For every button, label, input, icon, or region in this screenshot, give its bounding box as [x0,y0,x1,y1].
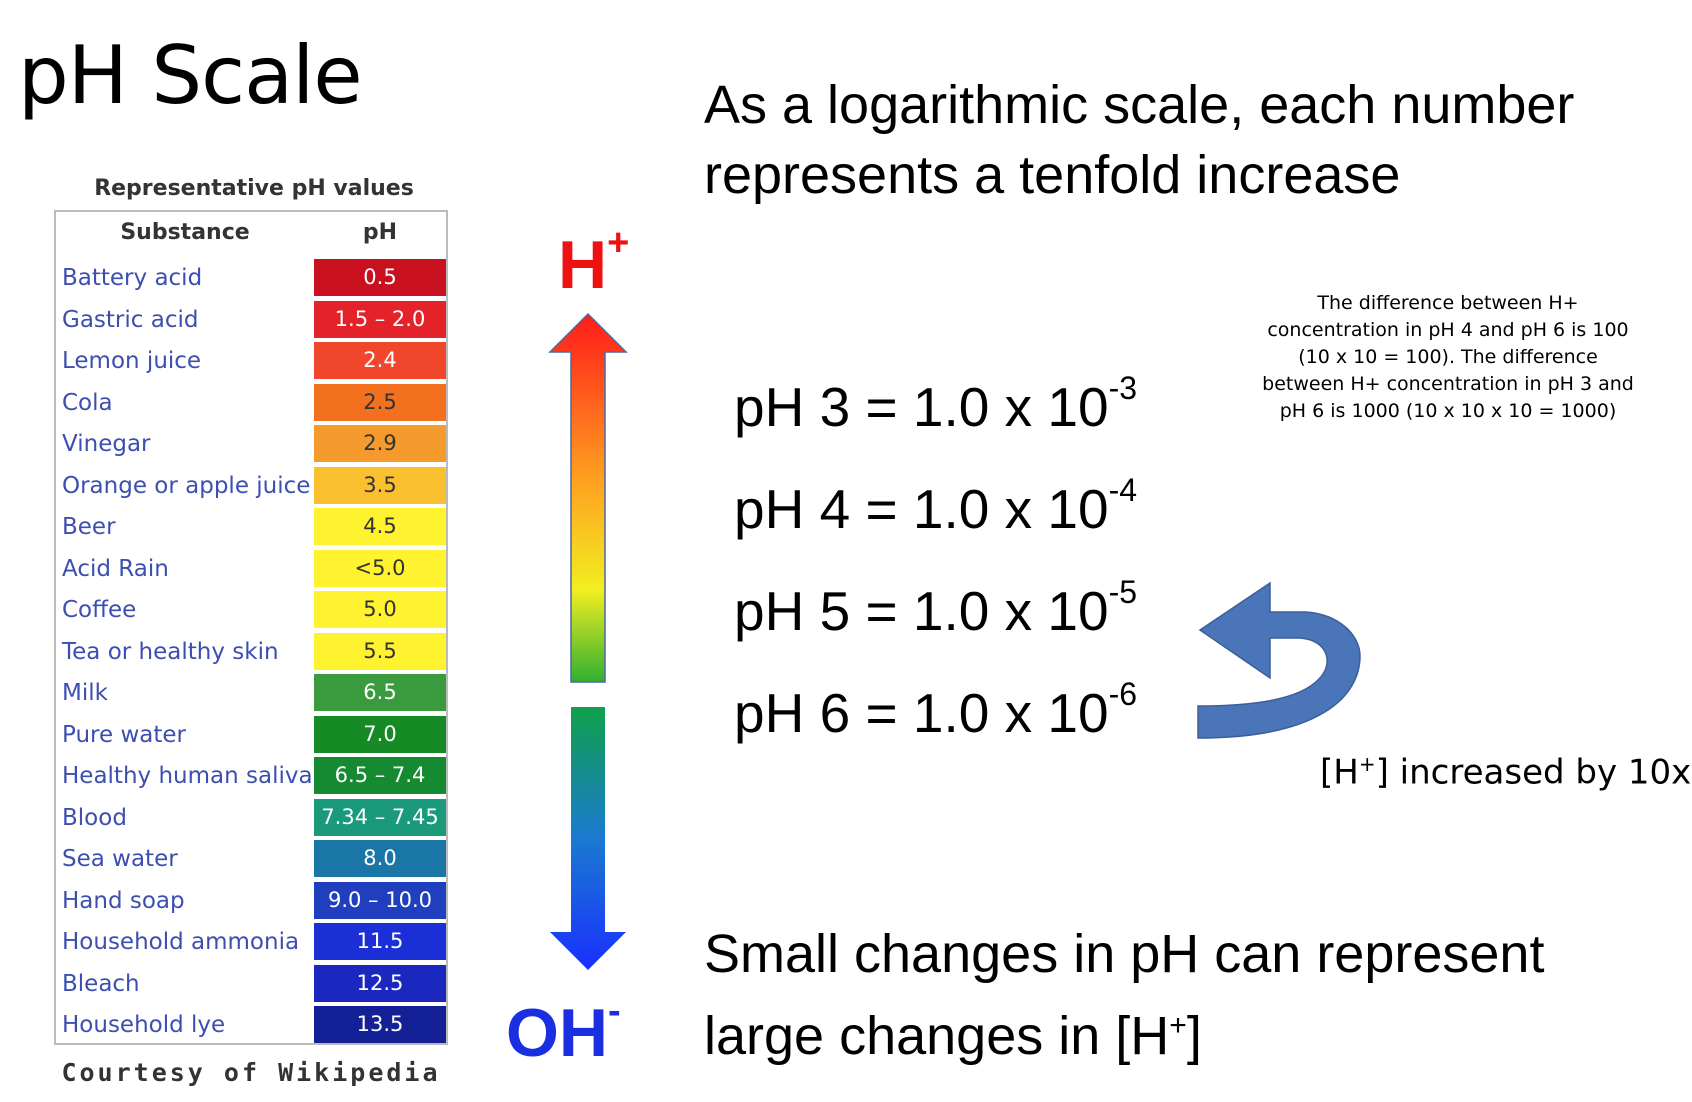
ph-value-cell: 2.9 [314,425,446,462]
equation-exponent: -5 [1108,574,1138,610]
oh-ion-charge: - [608,990,621,1032]
substance-cell: Battery acid [62,265,203,291]
equation-ph3: pH 3 = 1.0 x 10-3 [734,372,1137,435]
table-row: Coffee 5.0 [56,589,446,631]
table-row: Tea or healthy skin 5.5 [56,631,446,673]
up-arrow-icon [548,312,628,683]
table-row: Milk 6.5 [56,672,446,714]
substance-cell: Coffee [62,597,137,623]
table-row: Sea water 8.0 [56,838,446,880]
equation-ph6: pH 6 = 1.0 x 10-6 [734,678,1137,741]
table-row: Household lye 13.5 [56,1004,446,1046]
substance-cell: Household ammonia [62,929,300,955]
table-header: Substance pH [56,212,446,254]
substance-cell: Beer [62,514,116,540]
h-ion-label: H+ [558,222,629,304]
oh-ion-label: OH- [506,990,621,1072]
table-row: Hand soap 9.0 – 10.0 [56,880,446,922]
ph-value-cell: 5.0 [314,591,446,628]
ph-value-cell: 11.5 [314,923,446,960]
ph-value-cell: 0.5 [314,259,446,296]
substance-cell: Acid Rain [62,555,169,582]
headline: As a logarithmic scale, each number repr… [704,75,1575,205]
bottom-line-2-post: ] [1186,1006,1202,1066]
table-row: Lemon juice 2.4 [56,340,446,382]
equation-exponent: -6 [1108,676,1138,712]
equation-text: pH 6 = 1.0 x 10 [734,682,1109,744]
substance-cell: Orange or apple juice [62,472,311,499]
table-row: Blood 7.34 – 7.45 [56,797,446,839]
equation-text: pH 4 = 1.0 x 10 [734,478,1109,540]
ph-value-cell: 3.5 [314,466,446,504]
table-row: Household ammonia 11.5 [56,921,446,963]
substance-cell: Blood [62,804,127,831]
equation-exponent: -3 [1108,370,1138,406]
ph-value-cell: 2.5 [314,383,446,421]
bottom-line-1: Small changes in pH can represent [704,924,1545,984]
ph-value-cell: <5.0 [314,549,446,587]
increase-label: [H+] increased by 10x [1320,752,1691,792]
table-rows: Battery acid 0.5 Gastric acid 1.5 – 2.0 Lemo… [56,257,446,1046]
equation-text: pH 3 = 1.0 x 10 [734,376,1109,438]
column-header-substance: Substance [120,220,250,245]
bottom-line-2: large changes in [H+] [704,990,1684,1072]
table-row: Vinegar 2.9 [56,423,446,465]
substance-cell: Bleach [62,970,140,997]
ph-values-table: Substance pH Battery acid 0.5 Gastric acid… [54,210,448,1045]
equation-exponent: -4 [1108,472,1138,508]
ph-value-cell: 7.34 – 7.45 [314,798,446,836]
acid-base-arrows [548,312,628,970]
substance-cell: Household lye [62,1012,226,1038]
table-row: Healthy human saliva 6.5 – 7.4 [56,755,446,797]
table-row: Cola 2.5 [56,382,446,424]
increase-label-post: ] increased by 10x [1375,752,1692,793]
bottom-line-2-charge: + [1169,1009,1187,1042]
substance-cell: Vinegar [62,431,151,457]
increase-label-pre: [H [1320,752,1359,793]
column-header-ph: pH [362,220,398,245]
substance-cell: Hand soap [62,887,185,914]
equation-ph4: pH 4 = 1.0 x 10-4 [734,474,1137,537]
ph-value-cell: 8.0 [314,840,446,877]
equation-ph5: pH 5 = 1.0 x 10-5 [734,576,1137,639]
table-caption: Representative pH values [94,176,414,201]
h-ion-charge: + [607,222,630,264]
substance-cell: Pure water [62,721,186,748]
increase-label-charge: + [1358,752,1376,776]
table-row: Acid Rain <5.0 [56,548,446,590]
h-ion-text: H [558,227,608,303]
table-row: Orange or apple juice 3.5 [56,465,446,507]
ph-value-cell: 12.5 [314,964,446,1002]
ph-value-cell: 9.0 – 10.0 [314,881,446,919]
substance-cell: Cola [62,389,113,416]
table-row: Bleach 12.5 [56,963,446,1005]
ph-value-cell: 6.5 – 7.4 [314,757,446,794]
table-row: Beer 4.5 [56,506,446,548]
table-row: Gastric acid 1.5 – 2.0 [56,299,446,341]
ph-value-cell: 13.5 [314,1006,446,1043]
ph-value-cell: 1.5 – 2.0 [314,300,446,338]
substance-cell: Tea or healthy skin [62,638,279,665]
table-row: Battery acid 0.5 [56,257,446,299]
ph-value-cell: 2.4 [314,342,446,379]
substance-cell: Sea water [62,846,178,872]
ph-value-cell: 5.5 [314,632,446,670]
ph-value-cell: 7.0 [314,715,446,753]
ph-value-cell: 6.5 [314,674,446,711]
substance-cell: Lemon juice [62,348,202,374]
bottom-line-2-pre: large changes in [H [704,1006,1170,1066]
down-arrow-icon [550,707,626,970]
substance-cell: Milk [62,680,108,706]
ph-value-cell: 4.5 [314,508,446,545]
page-title: pH Scale [18,29,363,122]
difference-note: The difference between H+ concentration … [1262,292,1634,422]
equation-text: pH 5 = 1.0 x 10 [734,580,1109,642]
oh-ion-text: OH [506,995,608,1071]
table-row: Pure water 7.0 [56,714,446,756]
substance-cell: Healthy human saliva [62,763,313,789]
table-credit: Courtesy of Wikipedia [61,1058,441,1087]
curved-arrow-icon [1197,581,1361,739]
bottom-statement: Small changes in pH can represent large … [704,918,1684,1072]
substance-cell: Gastric acid [62,306,199,333]
